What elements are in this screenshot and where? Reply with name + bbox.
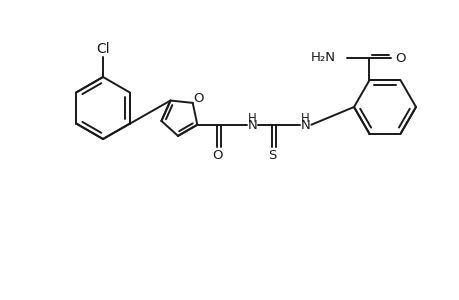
Text: N: N (247, 119, 257, 132)
Text: O: O (212, 149, 222, 162)
Text: S: S (268, 149, 276, 162)
Text: H: H (300, 112, 309, 125)
Text: H₂N: H₂N (310, 51, 335, 64)
Text: N: N (300, 119, 309, 132)
Text: H: H (247, 112, 256, 125)
Text: Cl: Cl (96, 42, 110, 56)
Text: O: O (193, 92, 203, 105)
Text: O: O (394, 52, 405, 65)
